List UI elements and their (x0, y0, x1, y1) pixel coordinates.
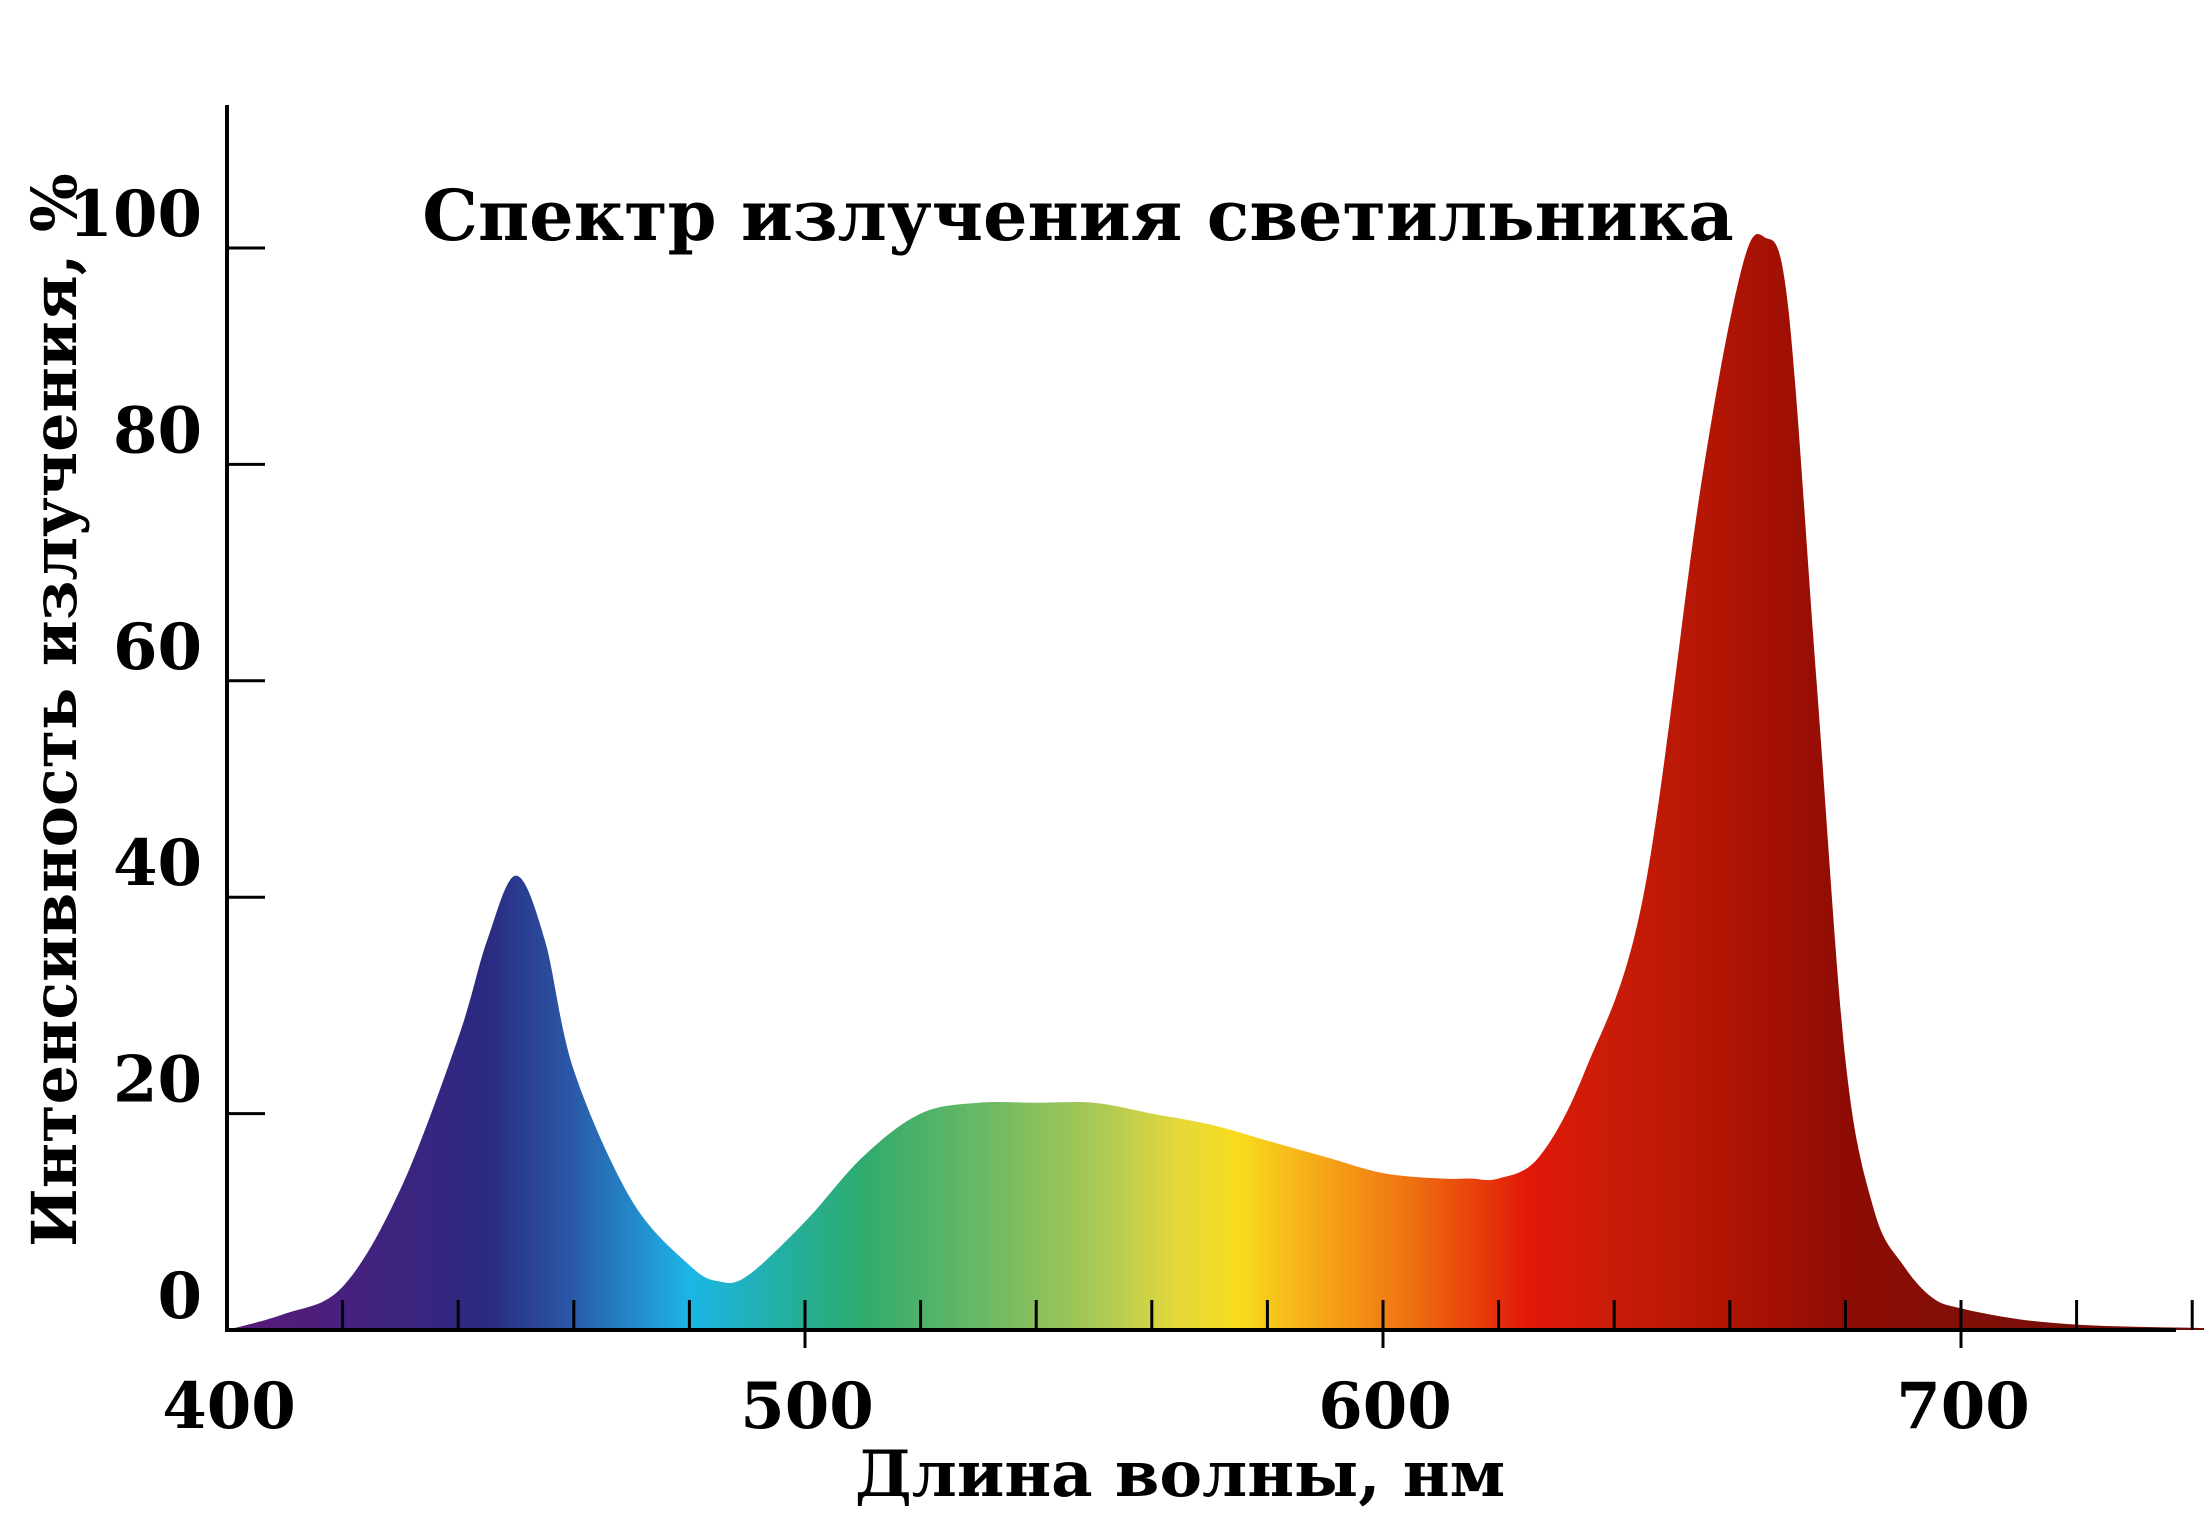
x-tick-label-700: 700 (1896, 1369, 2030, 1444)
x-tick-label-500: 500 (740, 1369, 874, 1444)
x-axis-label: Длина волны, нм (855, 1437, 1505, 1512)
x-tick-label-600: 600 (1318, 1369, 1452, 1444)
y-tick-label-0: 0 (157, 1259, 202, 1334)
x-tick-label-400: 400 (162, 1369, 296, 1444)
y-tick-label-40: 40 (113, 826, 202, 901)
x-axis-ticks: 400 500 600 700 (162, 1300, 2194, 1444)
y-tick-label-60: 60 (113, 610, 202, 685)
y-tick-label-20: 20 (113, 1043, 202, 1118)
y-tick-label-100: 100 (68, 177, 202, 252)
y-axis-label: Интенсивность излучения, % (18, 173, 91, 1247)
y-axis-ticks: 0 20 40 60 80 100 (68, 177, 265, 1334)
chart-title: Спектр излучения светильника (422, 174, 1734, 257)
spectrum-area (227, 234, 2204, 1330)
y-tick-label-80: 80 (113, 393, 202, 468)
